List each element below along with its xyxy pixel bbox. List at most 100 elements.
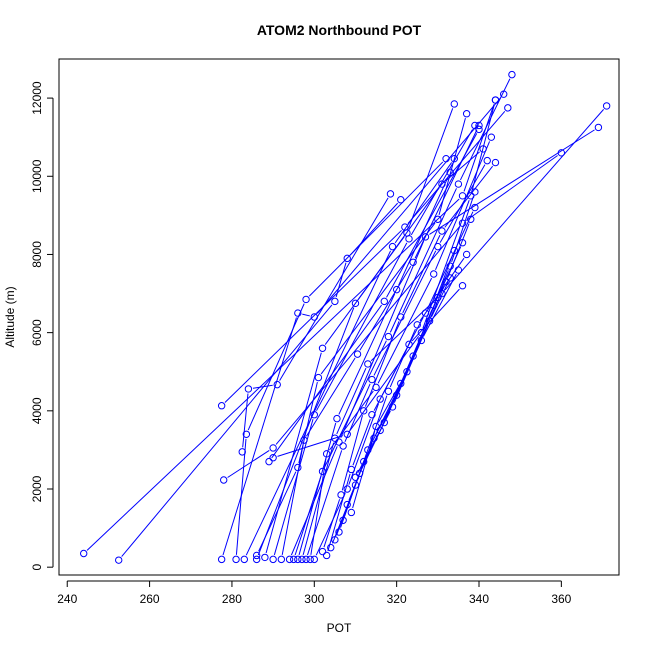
- data-point: [277, 555, 286, 564]
- x-tick-label: 320: [387, 592, 407, 606]
- series-12: [269, 121, 479, 564]
- chart-title: ATOM2 Northbound POT: [257, 22, 422, 38]
- series-segment: [245, 250, 392, 556]
- data-point: [471, 121, 479, 130]
- data-point: [331, 536, 339, 544]
- series-segment: [410, 129, 474, 236]
- data-point: [421, 233, 430, 241]
- series-segment: [308, 161, 444, 297]
- data-point: [386, 190, 395, 198]
- series-segment: [224, 229, 402, 403]
- series-31: [351, 188, 479, 481]
- axes: 240 260 280 300 320 340 360 0 2000 4000 6000 8000 10…: [30, 81, 572, 606]
- data-point: [244, 385, 253, 393]
- data-point: [384, 387, 393, 395]
- series-segment: [271, 304, 383, 459]
- data-point: [351, 481, 360, 489]
- series-segment: [439, 164, 486, 243]
- y-tick-label: 12000: [30, 81, 44, 115]
- data-point: [322, 551, 331, 560]
- data-point: [454, 180, 463, 188]
- data-point: [314, 373, 323, 382]
- series-segment: [335, 262, 347, 298]
- series-segment: [352, 430, 376, 509]
- x-tick-label: 280: [222, 592, 242, 606]
- series-segment: [306, 357, 356, 437]
- series-segment: [341, 415, 363, 491]
- series-segment: [252, 384, 273, 389]
- data-point: [376, 426, 384, 435]
- series-7: [238, 190, 395, 456]
- series-segment: [408, 108, 454, 229]
- data-point: [302, 295, 310, 304]
- y-tick-label: 4000: [30, 397, 44, 424]
- data-point: [504, 104, 512, 112]
- data-point: [294, 309, 302, 317]
- plot-frame: [58, 58, 620, 576]
- y-axis-label: Altitude (m): [3, 286, 17, 347]
- data-point: [446, 168, 454, 177]
- series-layer: [80, 70, 611, 564]
- series-segment: [411, 288, 460, 342]
- data-point: [462, 250, 471, 259]
- data-point: [397, 313, 405, 321]
- data-point: [413, 321, 421, 329]
- data-point: [331, 297, 339, 306]
- data-point: [442, 154, 450, 163]
- data-point: [491, 96, 500, 104]
- data-point: [388, 242, 397, 251]
- series-segment: [377, 277, 433, 384]
- data-point: [302, 555, 310, 564]
- y-tick-label: 10000: [30, 159, 44, 193]
- data-point: [327, 543, 335, 552]
- series-segment: [431, 281, 449, 317]
- y-tick-label: 8000: [30, 241, 44, 268]
- data-point: [285, 555, 294, 564]
- data-point: [265, 457, 273, 466]
- series-segment: [393, 324, 429, 403]
- series-13: [277, 121, 483, 564]
- x-tick-label: 360: [551, 592, 571, 606]
- series-segment: [279, 197, 389, 381]
- data-point: [252, 555, 261, 564]
- data-point: [454, 266, 463, 274]
- series-segment: [281, 444, 304, 555]
- data-point: [269, 555, 277, 564]
- series-segment: [463, 104, 495, 192]
- x-tick-label: 260: [140, 592, 160, 606]
- data-point: [335, 528, 343, 536]
- data-point: [351, 299, 360, 308]
- data-point: [442, 278, 450, 286]
- data-point: [430, 301, 438, 309]
- series-segment: [402, 234, 441, 314]
- series-5: [217, 104, 512, 410]
- data-point: [269, 444, 277, 452]
- series-segment: [227, 450, 270, 478]
- series-14: [265, 125, 483, 466]
- data-point: [217, 555, 226, 564]
- series-4: [220, 149, 566, 484]
- series-segment: [323, 499, 341, 548]
- series-segment: [324, 340, 387, 468]
- series-segment: [444, 109, 604, 291]
- series-segment: [398, 176, 449, 286]
- series-segment: [435, 141, 491, 270]
- data-point: [368, 375, 376, 384]
- y-tick-label: 2000: [30, 475, 44, 502]
- series-11: [261, 100, 458, 562]
- data-point: [310, 555, 318, 564]
- data-point: [372, 422, 380, 431]
- data-point: [409, 352, 417, 360]
- series-segment: [447, 223, 470, 278]
- series-segment: [459, 78, 511, 181]
- series-18: [294, 168, 454, 564]
- data-point: [380, 297, 388, 306]
- data-point: [475, 121, 483, 130]
- series-24: [322, 282, 467, 560]
- data-point: [471, 203, 479, 212]
- data-point: [238, 448, 246, 456]
- series-segment: [121, 304, 333, 557]
- series-6: [232, 154, 450, 564]
- data-point: [462, 110, 471, 118]
- series-segment: [451, 196, 474, 262]
